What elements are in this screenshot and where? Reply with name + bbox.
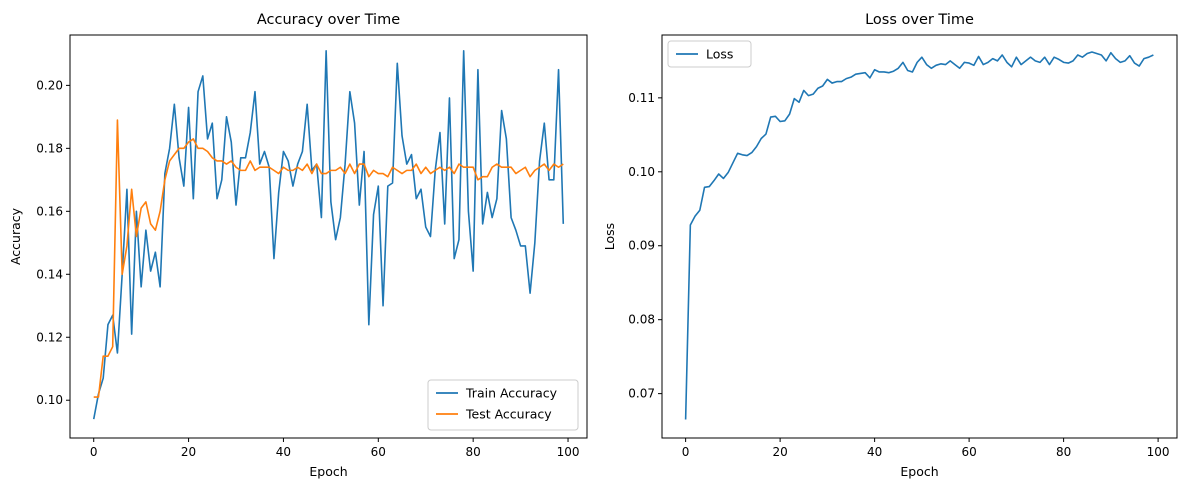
- y-tick-label: 0.11: [628, 91, 655, 105]
- chart-title: Accuracy over Time: [257, 12, 400, 28]
- x-tick-label: 60: [371, 445, 386, 459]
- y-tick-label: 0.20: [36, 78, 63, 92]
- axes-frame: [661, 34, 1178, 439]
- y-tick-label: 0.12: [36, 330, 63, 344]
- x-tick-label: 80: [466, 445, 481, 459]
- x-axis-label: Epoch: [309, 464, 347, 479]
- y-tick-label: 0.18: [36, 141, 63, 155]
- series-line-1: [93, 119, 564, 398]
- x-tick-label: 100: [1147, 445, 1170, 459]
- y-tick-label: 0.09: [628, 239, 655, 253]
- x-tick-label: 0: [90, 445, 98, 459]
- x-tick-label: 20: [772, 445, 787, 459]
- x-tick-label: 40: [276, 445, 291, 459]
- y-tick-label: 0.10: [628, 165, 655, 179]
- x-tick-label: 40: [867, 445, 882, 459]
- x-tick-label: 100: [557, 445, 580, 459]
- y-tick-label: 0.10: [36, 393, 63, 407]
- series-line-0: [684, 51, 1154, 420]
- y-axis-label: Accuracy: [8, 207, 23, 265]
- x-axis-label: Epoch: [900, 464, 938, 479]
- axes-frame: [69, 34, 588, 439]
- legend-label-1: Test Accuracy: [465, 407, 552, 422]
- y-tick-label: 0.16: [36, 204, 63, 218]
- x-tick-label: 60: [961, 445, 976, 459]
- y-axis-label: Loss: [602, 223, 617, 250]
- x-tick-label: 80: [1056, 445, 1071, 459]
- legend-box: [427, 379, 579, 431]
- loss-chart: 0 20 40 60 80 100 0.07 0.08 0.09 0.10 0.11 Loss ove…: [602, 12, 1178, 479]
- accuracy-chart: 0 20 40 60 80 100 0.10 0.12 0.14 0.16 0.18 0.20 Accu…: [8, 12, 588, 479]
- y-tick-label: 0.08: [628, 313, 655, 327]
- chart-title: Loss over Time: [865, 12, 974, 28]
- x-tick-label: 20: [181, 445, 196, 459]
- legend-label-0: Train Accuracy: [465, 386, 558, 401]
- y-tick-label: 0.07: [628, 387, 655, 401]
- legend: Loss: [667, 40, 752, 68]
- x-tick-label: 0: [682, 445, 690, 459]
- legend: Train Accuracy Test Accuracy: [427, 379, 579, 431]
- series-line-0: [92, 49, 565, 420]
- legend-label-0: Loss: [706, 47, 733, 62]
- legend-box: [667, 40, 752, 68]
- y-tick-label: 0.14: [36, 267, 63, 281]
